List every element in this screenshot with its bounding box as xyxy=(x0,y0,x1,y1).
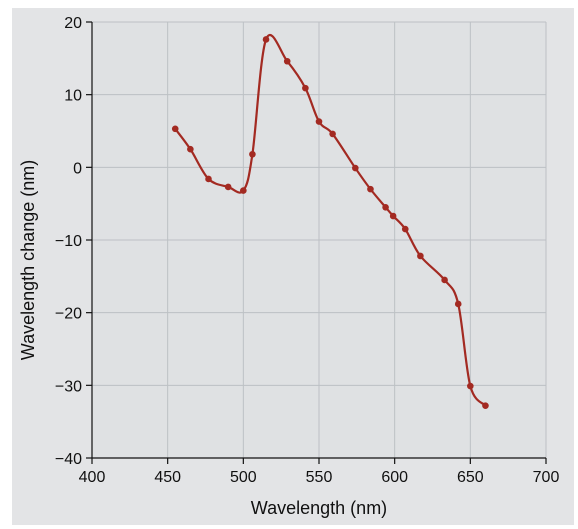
x-tick-label: 500 xyxy=(230,469,257,486)
x-tick-label: 650 xyxy=(457,469,484,486)
data-point xyxy=(205,175,212,183)
y-axis-ticks: −40 −30 −20 −10 0 10 20 xyxy=(55,15,92,468)
y-tick-label: −20 xyxy=(55,306,82,323)
data-point xyxy=(417,252,424,260)
data-point xyxy=(441,276,448,284)
data-point xyxy=(240,187,247,194)
x-axis-ticks: 400 450 500 550 600 650 700 xyxy=(79,458,560,486)
data-point xyxy=(482,402,489,409)
data-point xyxy=(367,185,374,193)
data-point xyxy=(302,84,309,92)
data-point xyxy=(382,204,389,211)
y-tick-label: 10 xyxy=(64,88,82,105)
y-tick-label: −30 xyxy=(55,378,82,395)
data-point xyxy=(352,164,359,172)
y-tick-label: 0 xyxy=(73,160,82,177)
data-point xyxy=(315,118,323,125)
data-point xyxy=(467,382,474,390)
data-point xyxy=(401,225,409,233)
x-axis-label: Wavelength (nm) xyxy=(251,498,387,518)
y-tick-label: 20 xyxy=(64,15,82,32)
data-point xyxy=(329,130,336,138)
data-point xyxy=(224,183,232,191)
data-point xyxy=(171,125,179,133)
data-point xyxy=(262,36,270,43)
data-point xyxy=(249,150,256,158)
x-tick-label: 600 xyxy=(381,469,408,486)
series-layer xyxy=(171,34,489,409)
data-point xyxy=(187,145,194,153)
data-point xyxy=(283,57,291,65)
x-tick-label: 700 xyxy=(533,469,560,486)
data-point xyxy=(389,212,397,220)
x-tick-label: 400 xyxy=(79,469,106,486)
y-axis-label: Wavelength change (nm) xyxy=(18,160,38,360)
x-tick-label: 550 xyxy=(306,469,333,486)
y-tick-label: −10 xyxy=(55,233,82,250)
data-point xyxy=(454,300,462,308)
y-tick-label: −40 xyxy=(55,451,82,468)
x-tick-label: 450 xyxy=(154,469,181,486)
